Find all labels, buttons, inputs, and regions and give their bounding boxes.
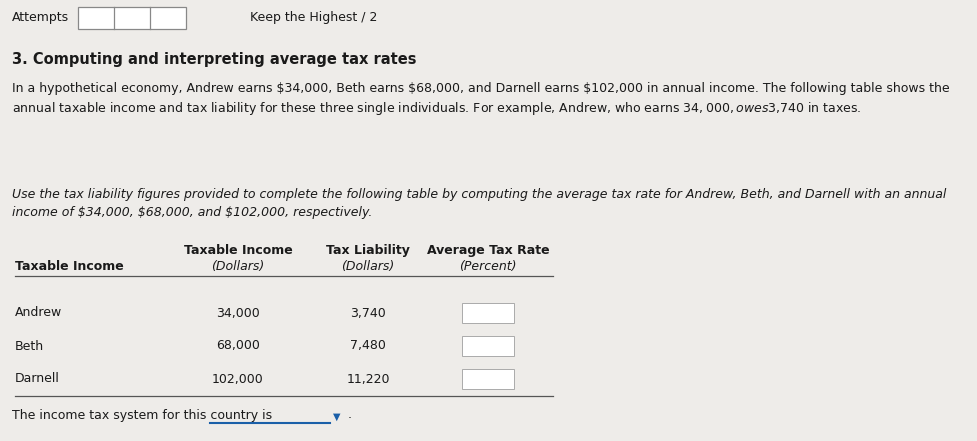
Text: (Percent): (Percent) (459, 260, 516, 273)
Text: In a hypothetical economy, Andrew earns $34,000, Beth earns $68,000, and Darnell: In a hypothetical economy, Andrew earns … (12, 82, 949, 95)
Text: (Dollars): (Dollars) (341, 260, 395, 273)
Text: ▼: ▼ (332, 412, 340, 422)
Text: 3,740: 3,740 (350, 306, 386, 319)
Bar (461, 369, 514, 389)
Text: Taxable Income: Taxable Income (184, 244, 292, 257)
Text: 102,000: 102,000 (212, 373, 264, 385)
Text: Tax Liability: Tax Liability (325, 244, 409, 257)
Text: Use the tax liability figures provided to complete the following table by comput: Use the tax liability figures provided t… (12, 188, 946, 201)
Text: .: . (348, 408, 352, 422)
Text: Attempts: Attempts (12, 11, 69, 25)
Text: 11,220: 11,220 (346, 373, 390, 385)
Text: Andrew: Andrew (15, 306, 63, 319)
Text: Taxable Income: Taxable Income (15, 260, 124, 273)
Text: income of $34,000, $68,000, and $102,000, respectively.: income of $34,000, $68,000, and $102,000… (12, 206, 372, 219)
Text: (Dollars): (Dollars) (211, 260, 265, 273)
Text: Beth: Beth (15, 340, 44, 352)
Text: Average Tax Rate: Average Tax Rate (426, 244, 549, 257)
Text: Keep the Highest / 2: Keep the Highest / 2 (250, 11, 377, 25)
Text: 34,000: 34,000 (216, 306, 260, 319)
Bar (461, 303, 514, 323)
Text: annual taxable income and tax liability for these three single individuals. For : annual taxable income and tax liability … (12, 100, 861, 117)
Bar (78, 7, 186, 29)
Text: 7,480: 7,480 (350, 340, 386, 352)
Text: The income tax system for this country is: The income tax system for this country i… (12, 408, 272, 422)
Text: 3. Computing and interpreting average tax rates: 3. Computing and interpreting average ta… (12, 52, 416, 67)
Text: Darnell: Darnell (15, 373, 60, 385)
Text: 68,000: 68,000 (216, 340, 260, 352)
Bar (461, 336, 514, 356)
